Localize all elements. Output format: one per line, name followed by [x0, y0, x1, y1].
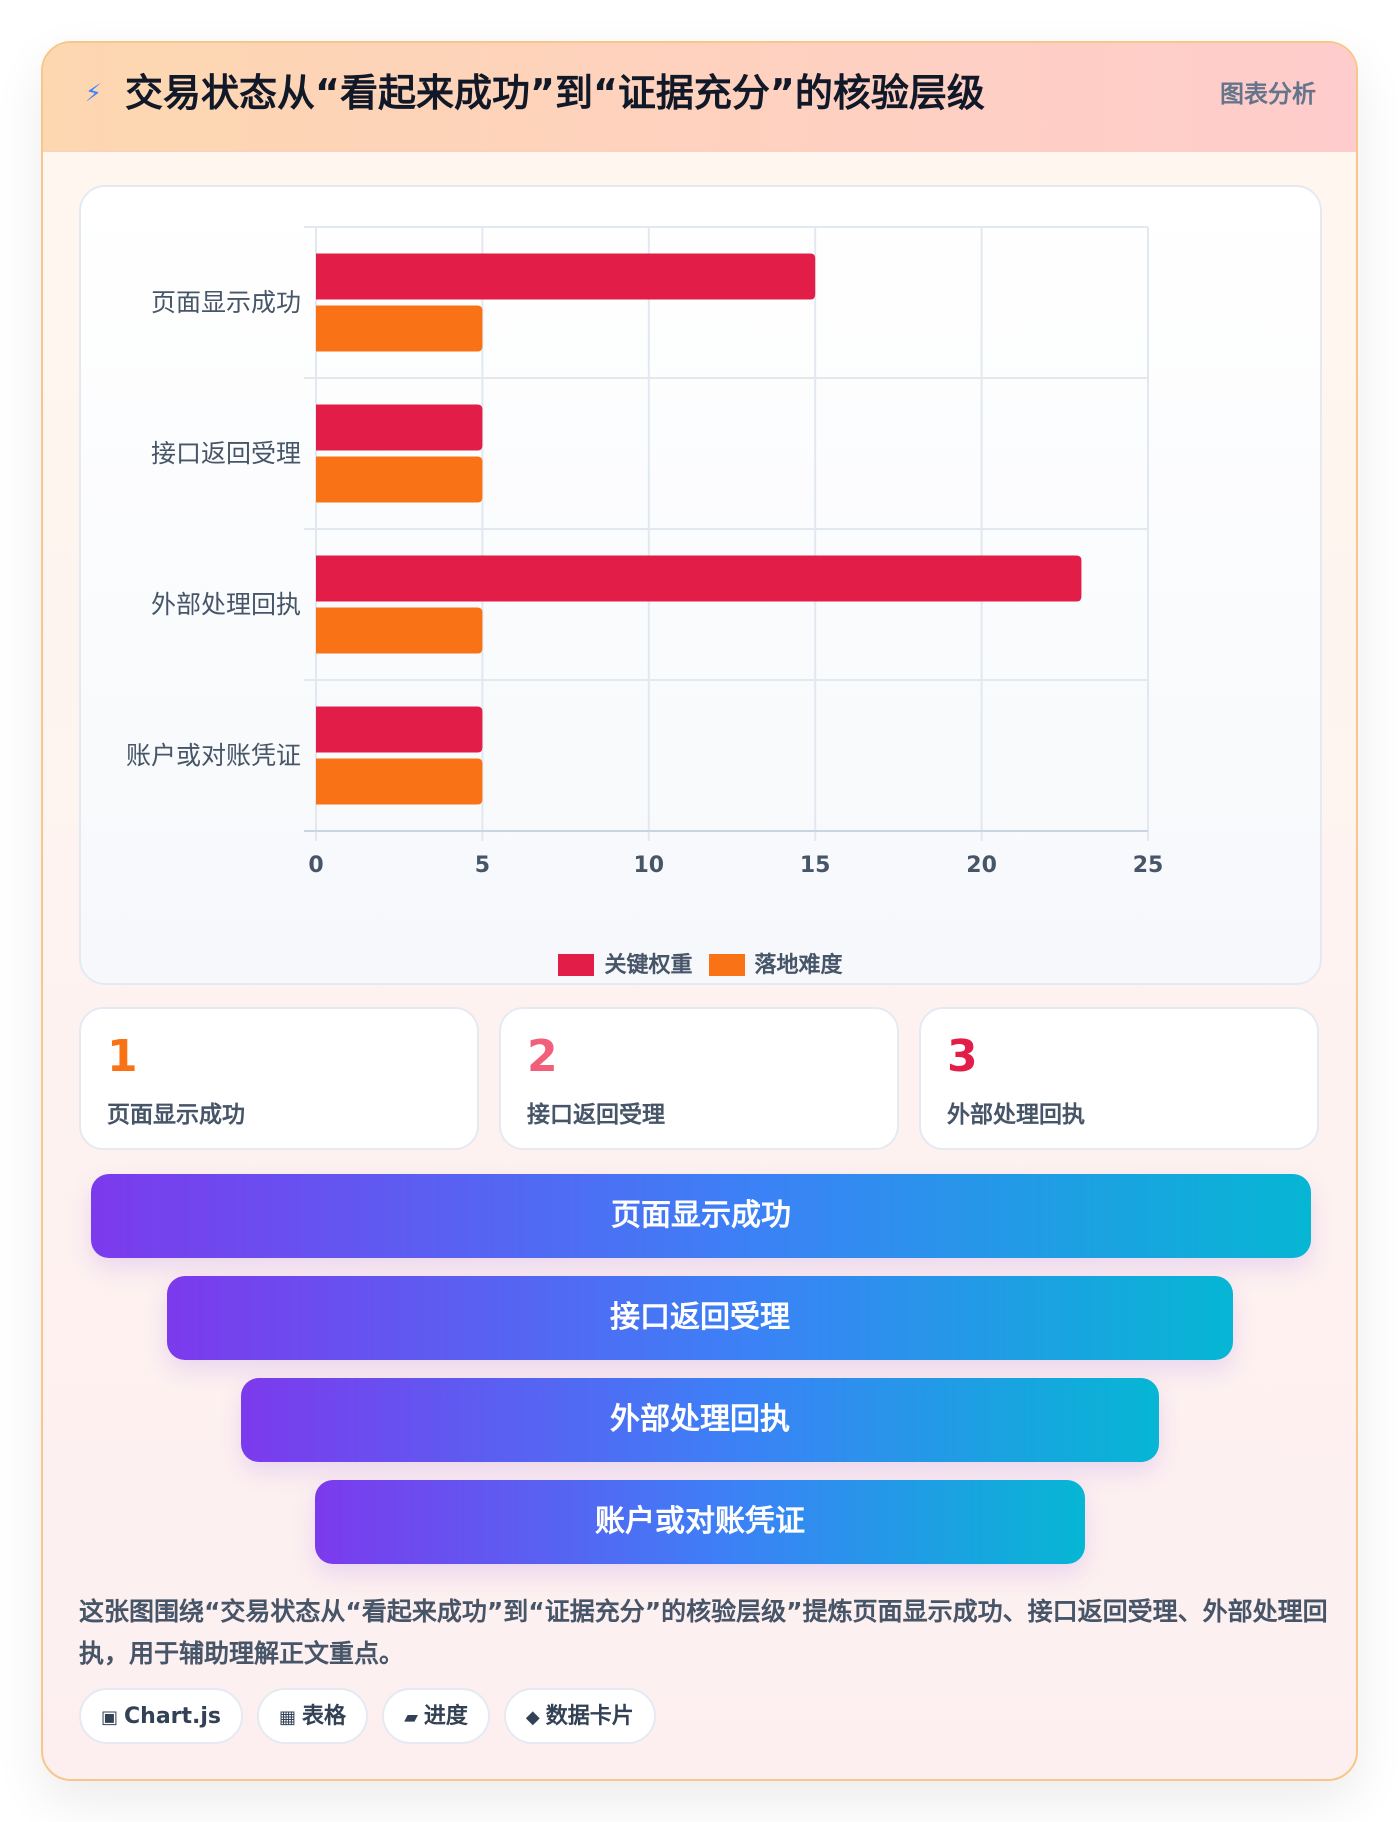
- table-icon: ▦: [279, 1707, 297, 1728]
- chip-progress[interactable]: ▰ 进度: [382, 1688, 490, 1744]
- tag-chips: ▣ Chart.js ▦ 表格 ▰ 进度 ◆ 数据卡片: [79, 1688, 670, 1748]
- legend-item[interactable]: 关键权重: [558, 947, 693, 979]
- chip-label: 表格: [302, 1704, 347, 1729]
- step-number: 1: [107, 1031, 138, 1082]
- header-tag: 图表分析: [1220, 80, 1316, 108]
- step-card-1: 1 页面显示成功: [79, 1007, 479, 1150]
- chart-legend: 关键权重 落地难度: [81, 947, 1320, 979]
- x-tick-label: 10: [633, 853, 665, 878]
- step-number: 2: [527, 1031, 558, 1082]
- step-number: 3: [947, 1031, 978, 1082]
- funnel-level-2: 接口返回受理: [167, 1276, 1233, 1360]
- lightning-icon: ⚡: [85, 79, 102, 107]
- funnel-level-4: 账户或对账凭证: [315, 1480, 1085, 1564]
- step-label: 接口返回受理: [527, 1102, 665, 1128]
- legend-item[interactable]: 落地难度: [708, 947, 843, 979]
- funnel-level-3: 外部处理回执: [241, 1378, 1159, 1462]
- description: 这张图围绕“交易状态从“看起来成功”到“证据充分”的核验层级”提炼页面显示成功、…: [79, 1597, 1328, 1668]
- bar-difficulty-2: [316, 607, 483, 654]
- chip-label: 进度: [423, 1704, 468, 1729]
- legend-label: 关键权重: [604, 953, 693, 978]
- step-cards: 1 页面显示成功 2 接口返回受理 3 外部处理回执: [79, 1007, 1322, 1150]
- category-label: 外部处理回执: [150, 589, 301, 619]
- x-tick-label: 25: [1132, 853, 1164, 878]
- step-card-2: 2 接口返回受理: [499, 1007, 899, 1150]
- page-title: 交易状态从“看起来成功”到“证据充分”的核验层级: [125, 71, 985, 115]
- progress-icon: ▰: [404, 1707, 418, 1728]
- x-tick-label: 0: [308, 853, 324, 878]
- chart-card: ⚡ 交易状态从“看起来成功”到“证据充分”的核验层级 图表分析 页面显示成功 接口…: [41, 41, 1358, 1781]
- bar-weight-1: [316, 404, 483, 451]
- x-tick-label: 20: [966, 853, 997, 878]
- category-label: 账户或对账凭证: [125, 740, 301, 770]
- legend-swatch: [708, 954, 745, 976]
- chip-diamond[interactable]: ◆ 数据卡片: [503, 1688, 656, 1744]
- bar-difficulty-1: [316, 456, 483, 503]
- diamond-icon: ◆: [525, 1707, 540, 1728]
- chip-label: 数据卡片: [545, 1704, 634, 1729]
- chart-icon: ▣: [101, 1707, 119, 1728]
- bar-weight-2: [316, 555, 1082, 602]
- bar-weight-3: [316, 706, 483, 753]
- chip-chart[interactable]: ▣ Chart.js: [79, 1688, 244, 1744]
- step-label: 外部处理回执: [947, 1102, 1085, 1128]
- bar-difficulty-0: [316, 305, 483, 352]
- legend-label: 落地难度: [754, 953, 843, 978]
- category-label: 接口返回受理: [150, 438, 301, 468]
- x-tick-label: 5: [474, 853, 491, 878]
- step-card-3: 3 外部处理回执: [919, 1007, 1319, 1150]
- bar-chart: [304, 226, 1149, 841]
- chart-panel: 页面显示成功 接口返回受理 外部处理回执账户或对账凭证 0 5 10 15 20 25 关键权重…: [79, 185, 1322, 985]
- bar-difficulty-3: [316, 758, 483, 805]
- category-label: 页面显示成功: [150, 287, 301, 317]
- chip-table[interactable]: ▦ 表格: [257, 1688, 369, 1744]
- bar-weight-0: [316, 253, 816, 300]
- chip-label: Chart.js: [124, 1704, 222, 1729]
- legend-swatch: [558, 954, 595, 976]
- funnel-level-1: 页面显示成功: [91, 1174, 1311, 1258]
- x-tick-label: 15: [799, 853, 831, 878]
- card-header: ⚡ 交易状态从“看起来成功”到“证据充分”的核验层级 图表分析: [43, 43, 1356, 152]
- step-label: 页面显示成功: [107, 1102, 245, 1128]
